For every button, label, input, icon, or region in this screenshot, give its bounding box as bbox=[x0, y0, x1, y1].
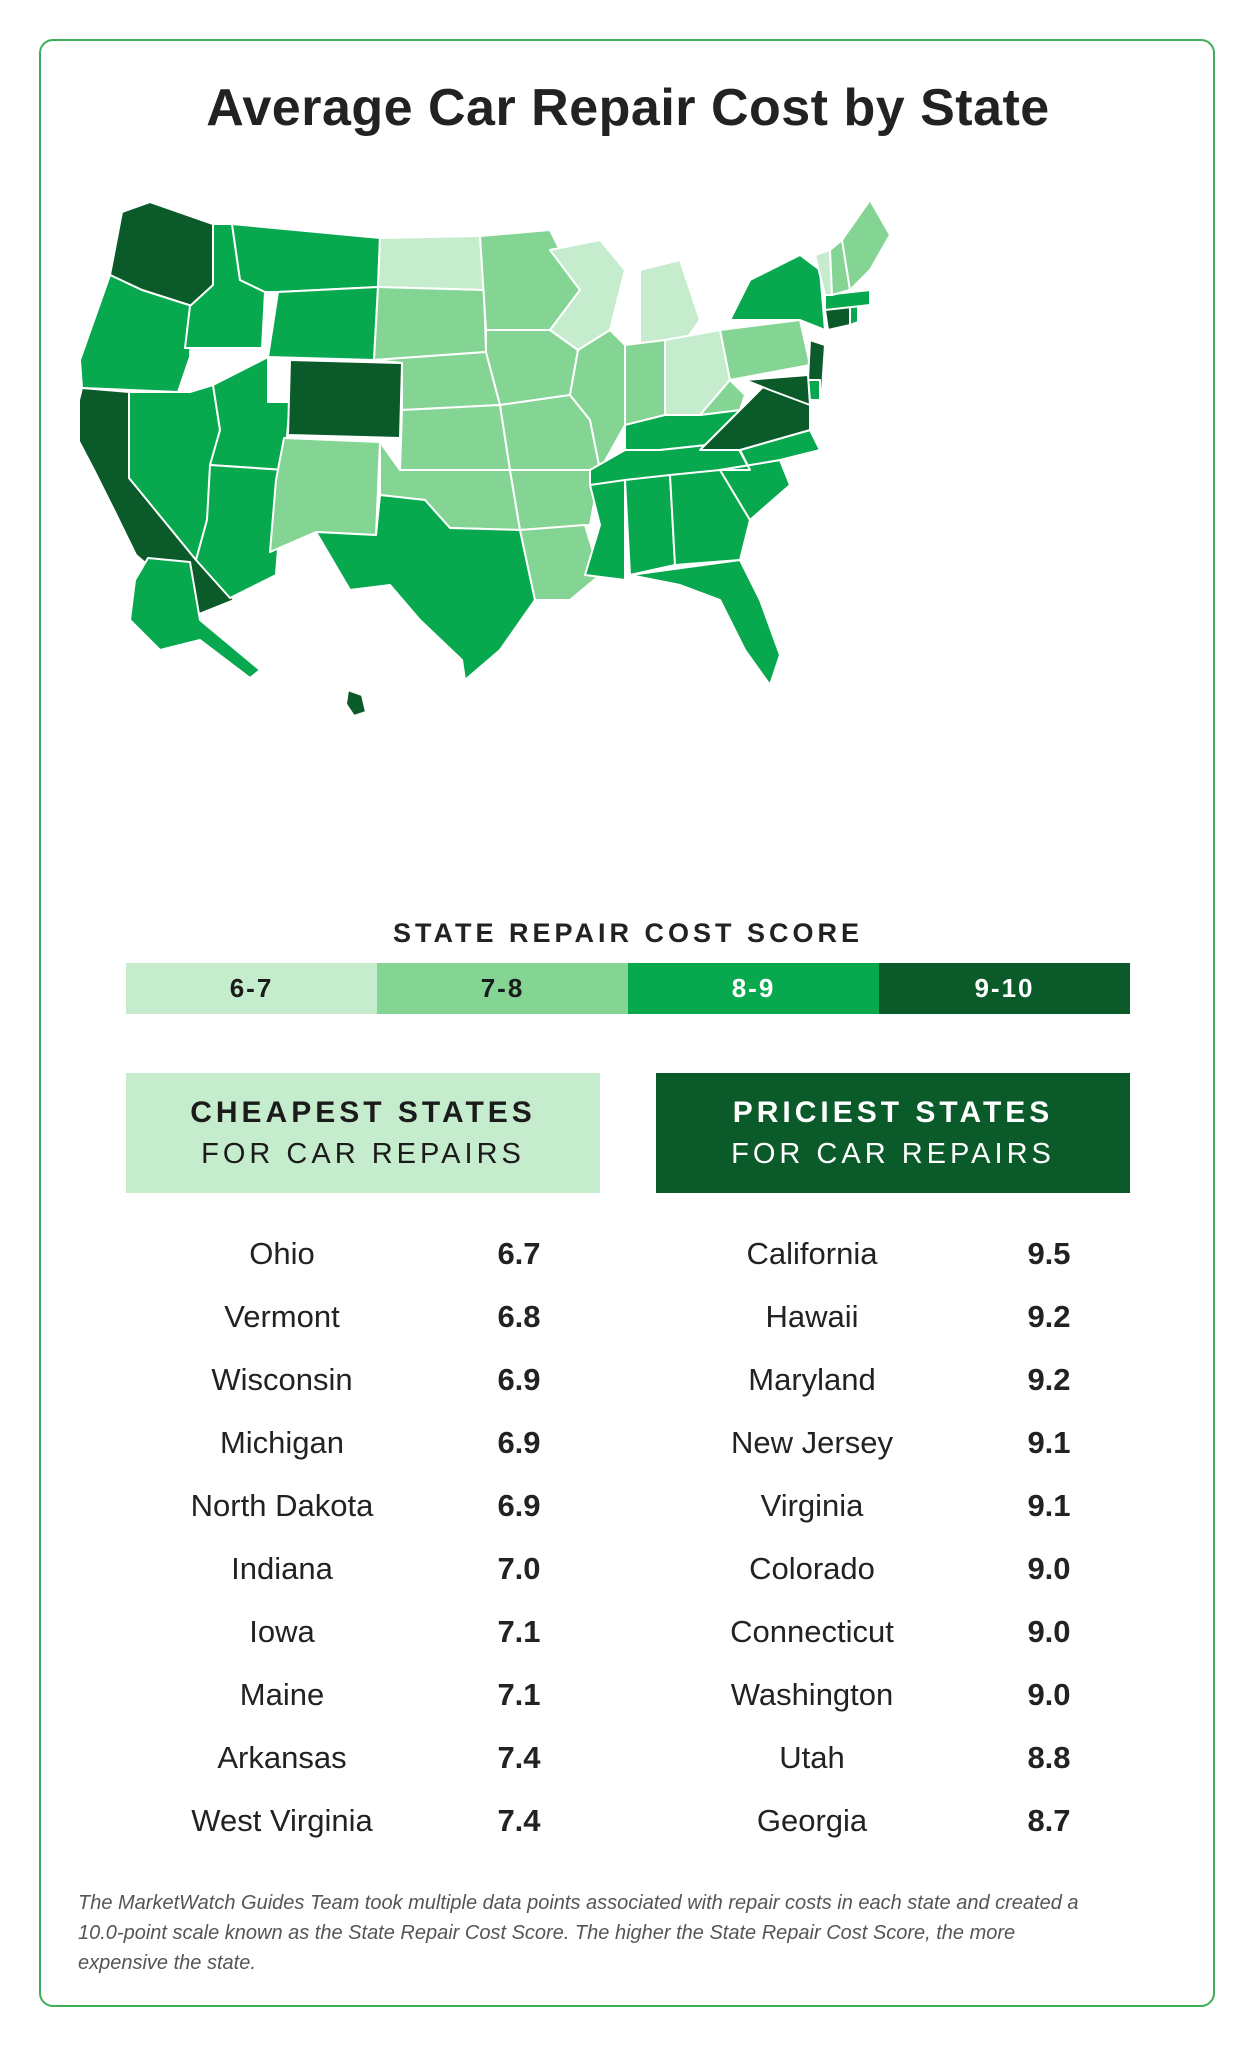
state-name: Michigan bbox=[219, 1425, 345, 1460]
state-or bbox=[80, 274, 193, 393]
state-me bbox=[841, 199, 891, 291]
state-ar bbox=[509, 469, 601, 531]
state-name: North Dakota bbox=[190, 1488, 374, 1523]
state-nj bbox=[807, 339, 826, 391]
state-score: 9.2 bbox=[1027, 1299, 1071, 1334]
state-nd bbox=[377, 235, 485, 291]
legend-range-6-7: 6-7 bbox=[126, 963, 377, 1014]
legend-title: STATE REPAIR COST SCORE bbox=[392, 918, 864, 948]
state-fl bbox=[629, 559, 781, 686]
state-name: Maryland bbox=[748, 1362, 876, 1397]
priciest-title-line1: PRICIEST STATES bbox=[732, 1095, 1054, 1129]
state-co bbox=[287, 359, 403, 439]
state-name: New Jersey bbox=[731, 1425, 893, 1460]
state-ma bbox=[824, 289, 871, 311]
state-ut bbox=[209, 356, 291, 471]
state-md bbox=[744, 374, 811, 406]
page-title: Average Car Repair Cost by State bbox=[206, 79, 1050, 137]
state-name: West Virginia bbox=[191, 1803, 373, 1838]
state-al bbox=[624, 474, 676, 576]
state-sd bbox=[373, 286, 487, 361]
state-score: 6.8 bbox=[497, 1299, 541, 1334]
state-score: 7.0 bbox=[497, 1551, 541, 1586]
state-wv bbox=[699, 379, 746, 416]
state-score: 6.7 bbox=[497, 1236, 541, 1271]
state-ny bbox=[729, 254, 826, 331]
legend-range-7-8: 7-8 bbox=[377, 963, 628, 1014]
cheapest-states-header: CHEAPEST STATES FOR CAR REPAIRS bbox=[126, 1073, 600, 1193]
state-name: Colorado bbox=[749, 1551, 875, 1586]
state-ga bbox=[669, 469, 751, 566]
state-name: Utah bbox=[779, 1740, 845, 1775]
state-score: 9.1 bbox=[1027, 1488, 1071, 1523]
cheapest-title-line2: FOR CAR REPAIRS bbox=[201, 1137, 525, 1170]
methodology-footnote: The MarketWatch Guides Team took multipl… bbox=[78, 1892, 1079, 1974]
state-score: 9.2 bbox=[1027, 1362, 1071, 1397]
state-ms bbox=[584, 479, 626, 581]
infographic-frame bbox=[39, 39, 1215, 2007]
state-score: 6.9 bbox=[497, 1362, 541, 1397]
legend-range-9-10: 9-10 bbox=[879, 963, 1130, 1014]
state-name: Vermont bbox=[224, 1299, 340, 1334]
state-score: 7.1 bbox=[497, 1677, 541, 1712]
state-wy bbox=[267, 286, 379, 361]
state-name: Hawaii bbox=[765, 1299, 859, 1334]
state-la bbox=[519, 524, 601, 601]
state-score: 6.9 bbox=[497, 1488, 541, 1523]
state-name: California bbox=[746, 1236, 878, 1271]
priciest-states-header: PRICIEST STATES FOR CAR REPAIRS bbox=[656, 1073, 1130, 1193]
state-name: Indiana bbox=[231, 1551, 333, 1586]
state-score: 6.9 bbox=[497, 1425, 541, 1460]
state-ak bbox=[129, 557, 261, 679]
state-score: 9.0 bbox=[1027, 1551, 1071, 1586]
state-tx bbox=[315, 494, 536, 681]
cheapest-title-line1: CHEAPEST STATES bbox=[190, 1095, 536, 1129]
state-hi bbox=[345, 689, 367, 717]
state-name: Georgia bbox=[756, 1803, 868, 1838]
us-choropleth-map bbox=[80, 199, 891, 717]
state-score: 7.1 bbox=[497, 1614, 541, 1649]
legend-range-8-9: 8-9 bbox=[628, 963, 879, 1014]
state-score: 9.0 bbox=[1027, 1677, 1071, 1712]
state-score: 7.4 bbox=[497, 1803, 541, 1838]
priciest-title-line2: FOR CAR REPAIRS bbox=[731, 1137, 1055, 1170]
state-name: Virginia bbox=[760, 1488, 864, 1523]
state-name: Washington bbox=[730, 1677, 894, 1712]
state-name: Ohio bbox=[249, 1236, 315, 1271]
state-pa bbox=[719, 319, 811, 381]
state-score: 8.7 bbox=[1027, 1803, 1071, 1838]
state-mt bbox=[231, 223, 381, 293]
state-name: Iowa bbox=[249, 1614, 315, 1649]
state-name: Arkansas bbox=[217, 1740, 347, 1775]
score-legend: 6-7 7-8 8-9 9-10 bbox=[126, 963, 1130, 1014]
state-in bbox=[624, 339, 666, 426]
state-name: Wisconsin bbox=[211, 1362, 353, 1397]
state-score: 9.5 bbox=[1027, 1236, 1071, 1271]
state-name: Connecticut bbox=[730, 1614, 894, 1649]
state-il bbox=[569, 329, 626, 471]
state-ks bbox=[399, 404, 511, 471]
state-mi bbox=[639, 259, 701, 349]
state-score: 9.1 bbox=[1027, 1425, 1071, 1460]
state-score: 9.0 bbox=[1027, 1614, 1071, 1649]
state-score: 7.4 bbox=[497, 1740, 541, 1775]
state-name: Maine bbox=[239, 1677, 325, 1712]
state-score: 8.8 bbox=[1027, 1740, 1071, 1775]
